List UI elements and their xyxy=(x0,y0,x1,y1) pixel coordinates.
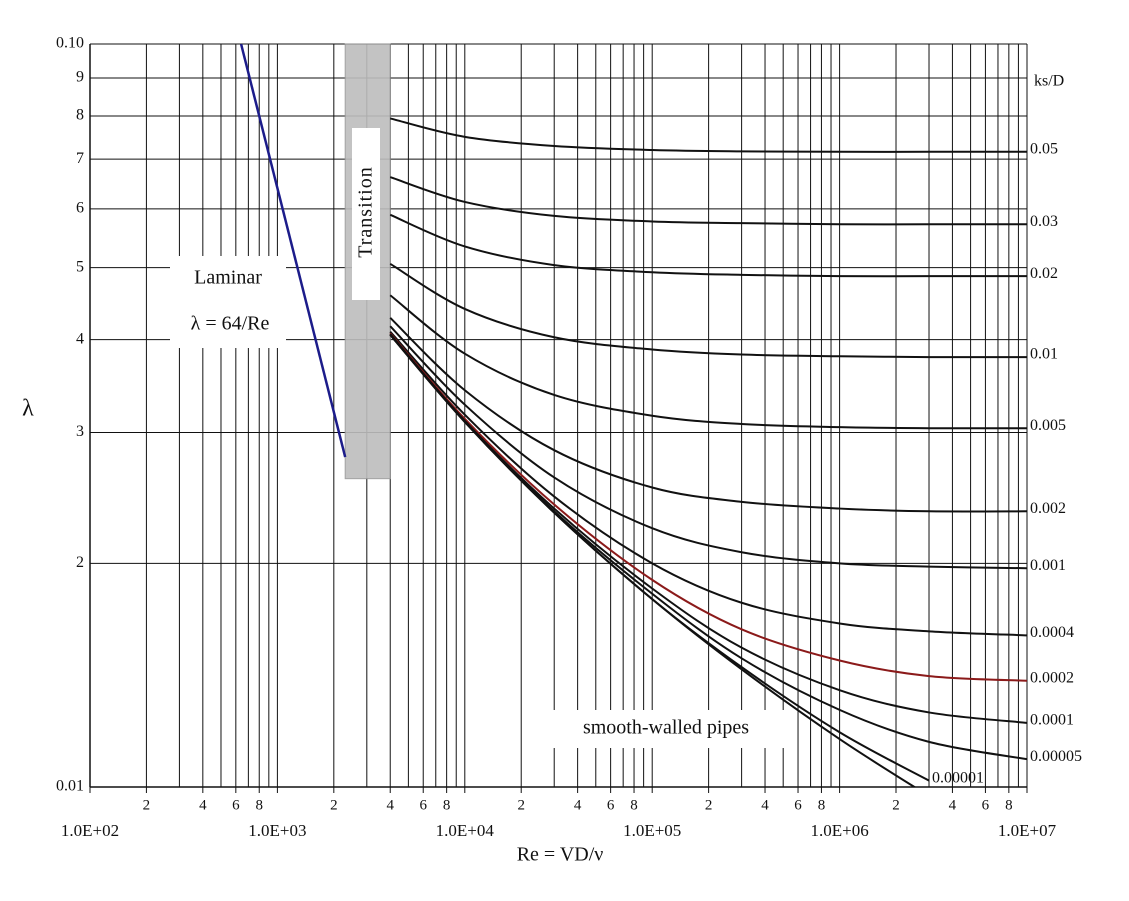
grid xyxy=(89,43,1028,793)
series-label: 0.002 xyxy=(1030,500,1066,517)
y-tick-label: 8 xyxy=(76,107,84,124)
x-major-tick-label: 1.0E+02 xyxy=(61,821,119,840)
series-label: 0.02 xyxy=(1030,265,1058,282)
series-label: 0.03 xyxy=(1030,213,1058,230)
y-axis-label: λ xyxy=(22,396,34,422)
x-major-tick-label: 1.0E+06 xyxy=(810,821,868,840)
x-major-tick-label: 1.0E+03 xyxy=(248,821,306,840)
legend-box xyxy=(1030,60,1129,790)
curve xyxy=(389,334,917,787)
series-label: 0.0002 xyxy=(1030,669,1074,686)
series-label: 0.005 xyxy=(1030,417,1066,434)
x-axis-label: Re = VD/ν xyxy=(517,844,604,866)
laminar-formula: λ = 64/Re xyxy=(191,313,270,335)
x-major-tick-label: 1.0E+05 xyxy=(623,821,681,840)
series-label: Laminar xyxy=(194,267,262,289)
x-minor-tick-label: 2 xyxy=(892,797,900,813)
laminar-label-box xyxy=(170,256,286,348)
curve xyxy=(389,262,1027,359)
curve xyxy=(239,44,347,458)
transition-label-box xyxy=(352,128,380,300)
x-minor-tick-label: 2 xyxy=(517,797,525,813)
x-minor-tick-label: 4 xyxy=(761,797,769,813)
curve xyxy=(389,331,1027,637)
x-minor-tick-label: 8 xyxy=(818,797,826,813)
x-minor-tick-label: 8 xyxy=(630,797,638,813)
y-tick-label: 3 xyxy=(76,423,84,440)
x-minor-tick-label: 4 xyxy=(949,797,957,813)
series-label: 0.00001 xyxy=(932,769,984,786)
x-minor-tick-label: 6 xyxy=(419,797,427,813)
x-major-tick-label: 1.0E+07 xyxy=(998,821,1057,840)
series-label: 0.0004 xyxy=(1030,624,1074,641)
curve xyxy=(389,332,1027,682)
series-label: 0.001 xyxy=(1030,557,1066,574)
x-minor-tick-label: 6 xyxy=(607,797,615,813)
x-minor-tick-label: 4 xyxy=(574,797,582,813)
smooth-label-box xyxy=(548,710,784,748)
x-minor-tick-label: 6 xyxy=(794,797,802,813)
y-tick-label: 2 xyxy=(76,554,84,571)
legend-title: ks/D xyxy=(1034,73,1064,90)
x-minor-tick-label: 8 xyxy=(255,797,263,813)
curves xyxy=(239,44,1027,787)
y-tick-label: 6 xyxy=(76,200,84,217)
x-minor-tick-label: 2 xyxy=(143,797,151,813)
transition-label: Transition xyxy=(355,166,377,258)
curve xyxy=(389,317,1027,513)
x-minor-tick-label: 8 xyxy=(1005,797,1013,813)
curve xyxy=(389,213,1027,278)
y-tick-label: 0.01 xyxy=(56,778,84,795)
x-major-tick-label: 1.0E+04 xyxy=(436,821,495,840)
x-minor-tick-label: 2 xyxy=(705,797,713,813)
x-minor-tick-label: 4 xyxy=(199,797,207,813)
x-minor-tick-label: 2 xyxy=(330,797,338,813)
curve xyxy=(389,176,1027,226)
curve xyxy=(389,325,1027,570)
series-label: smooth-walled pipes xyxy=(583,717,749,739)
curve xyxy=(389,294,1027,430)
series-label: 0.00005 xyxy=(1030,748,1082,765)
series-label: 0.05 xyxy=(1030,140,1058,157)
curve xyxy=(389,117,1027,153)
y-tick-label: 5 xyxy=(76,258,84,275)
y-tick-label: 9 xyxy=(76,69,84,86)
y-tick-label: 7 xyxy=(76,150,84,167)
label-boxes xyxy=(170,60,1129,790)
x-minor-tick-label: 6 xyxy=(232,797,240,813)
series-label: 0.0001 xyxy=(1030,712,1074,729)
x-minor-tick-label: 4 xyxy=(386,797,394,813)
y-tick-label: 4 xyxy=(76,330,84,347)
y-tick-label: 0.10 xyxy=(56,35,84,52)
series-label: 0.01 xyxy=(1030,346,1058,363)
labels: λ Re = VD/ν ks/D λ = 64/Re Transition 0.… xyxy=(22,35,1082,866)
x-minor-tick-label: 6 xyxy=(982,797,990,813)
x-minor-tick-label: 8 xyxy=(443,797,451,813)
